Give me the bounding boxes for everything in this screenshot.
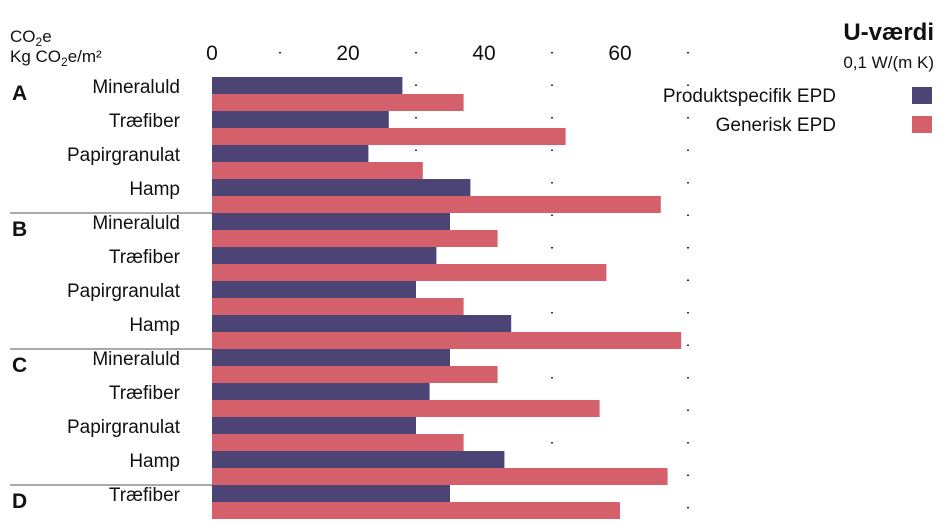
bar-generisk [212, 400, 600, 417]
bar-generisk [212, 196, 661, 213]
y-axis-title-line2: Kg CO2e/m² [10, 47, 102, 69]
bar-produktspecifik [212, 281, 416, 298]
legend-label: Generisk EPD [716, 115, 836, 136]
bar-produktspecifik [212, 145, 369, 162]
group-label: D [12, 490, 27, 513]
bar-generisk [212, 162, 423, 179]
category-labels: Mineraluld A Træfiber Papirgranulat Hamp Mine… [10, 77, 212, 513]
bar-produktspecifik [212, 247, 437, 264]
bar-generisk [212, 298, 464, 315]
legend-swatch [912, 87, 932, 104]
bar-produktspecifik [212, 77, 403, 94]
category-label: Papirgranulat [67, 145, 181, 166]
bars [212, 77, 682, 519]
group-label: A [12, 82, 27, 105]
bar-generisk [212, 468, 668, 485]
y-axis-title-line1: CO2e [10, 27, 52, 49]
bar-produktspecifik [212, 111, 389, 128]
x-tick-label: 20 [336, 42, 359, 65]
category-label: Hamp [129, 179, 180, 200]
bar-produktspecifik [212, 417, 416, 434]
bar-produktspecifik [212, 451, 505, 468]
bar-generisk [212, 502, 620, 519]
category-label: Hamp [129, 451, 180, 472]
chart-subtitle: 0,1 W/(m K) [843, 53, 934, 72]
bar-produktspecifik [212, 179, 471, 196]
x-tick-label: 60 [608, 42, 631, 65]
x-tick-label: 40 [472, 42, 495, 65]
group-label: C [12, 354, 27, 377]
bar-generisk [212, 128, 566, 145]
category-label: Hamp [129, 315, 180, 336]
legend: Produktspecifik EPD Generisk EPD [663, 86, 932, 136]
chart-title: U-værdi [843, 19, 934, 46]
bar-generisk [212, 332, 682, 349]
bar-generisk [212, 366, 498, 383]
bar-produktspecifik [212, 213, 450, 230]
bar-produktspecifik [212, 349, 450, 366]
category-label: Mineraluld [92, 77, 180, 98]
x-axis-ticks: 0 20 40 60 [206, 42, 632, 65]
bar-produktspecifik [212, 485, 450, 502]
bar-produktspecifik [212, 315, 512, 332]
category-label: Mineraluld [92, 213, 180, 234]
bar-generisk [212, 434, 464, 451]
group-label: B [12, 218, 27, 241]
category-label: Træfiber [109, 247, 181, 268]
category-label: Træfiber [109, 111, 181, 132]
category-label: Træfiber [109, 485, 181, 506]
category-label: Papirgranulat [67, 281, 181, 302]
bar-generisk [212, 264, 607, 281]
bar-produktspecifik [212, 383, 430, 400]
category-label: Træfiber [109, 383, 181, 404]
category-label: Papirgranulat [67, 417, 181, 438]
bar-generisk [212, 94, 464, 111]
legend-label: Produktspecifik EPD [663, 86, 836, 107]
x-tick-label: 0 [206, 42, 218, 65]
bar-generisk [212, 230, 498, 247]
category-label: Mineraluld [92, 349, 180, 370]
legend-swatch [912, 116, 932, 133]
y-axis-title: CO2e Kg CO2e/m² [10, 27, 102, 69]
